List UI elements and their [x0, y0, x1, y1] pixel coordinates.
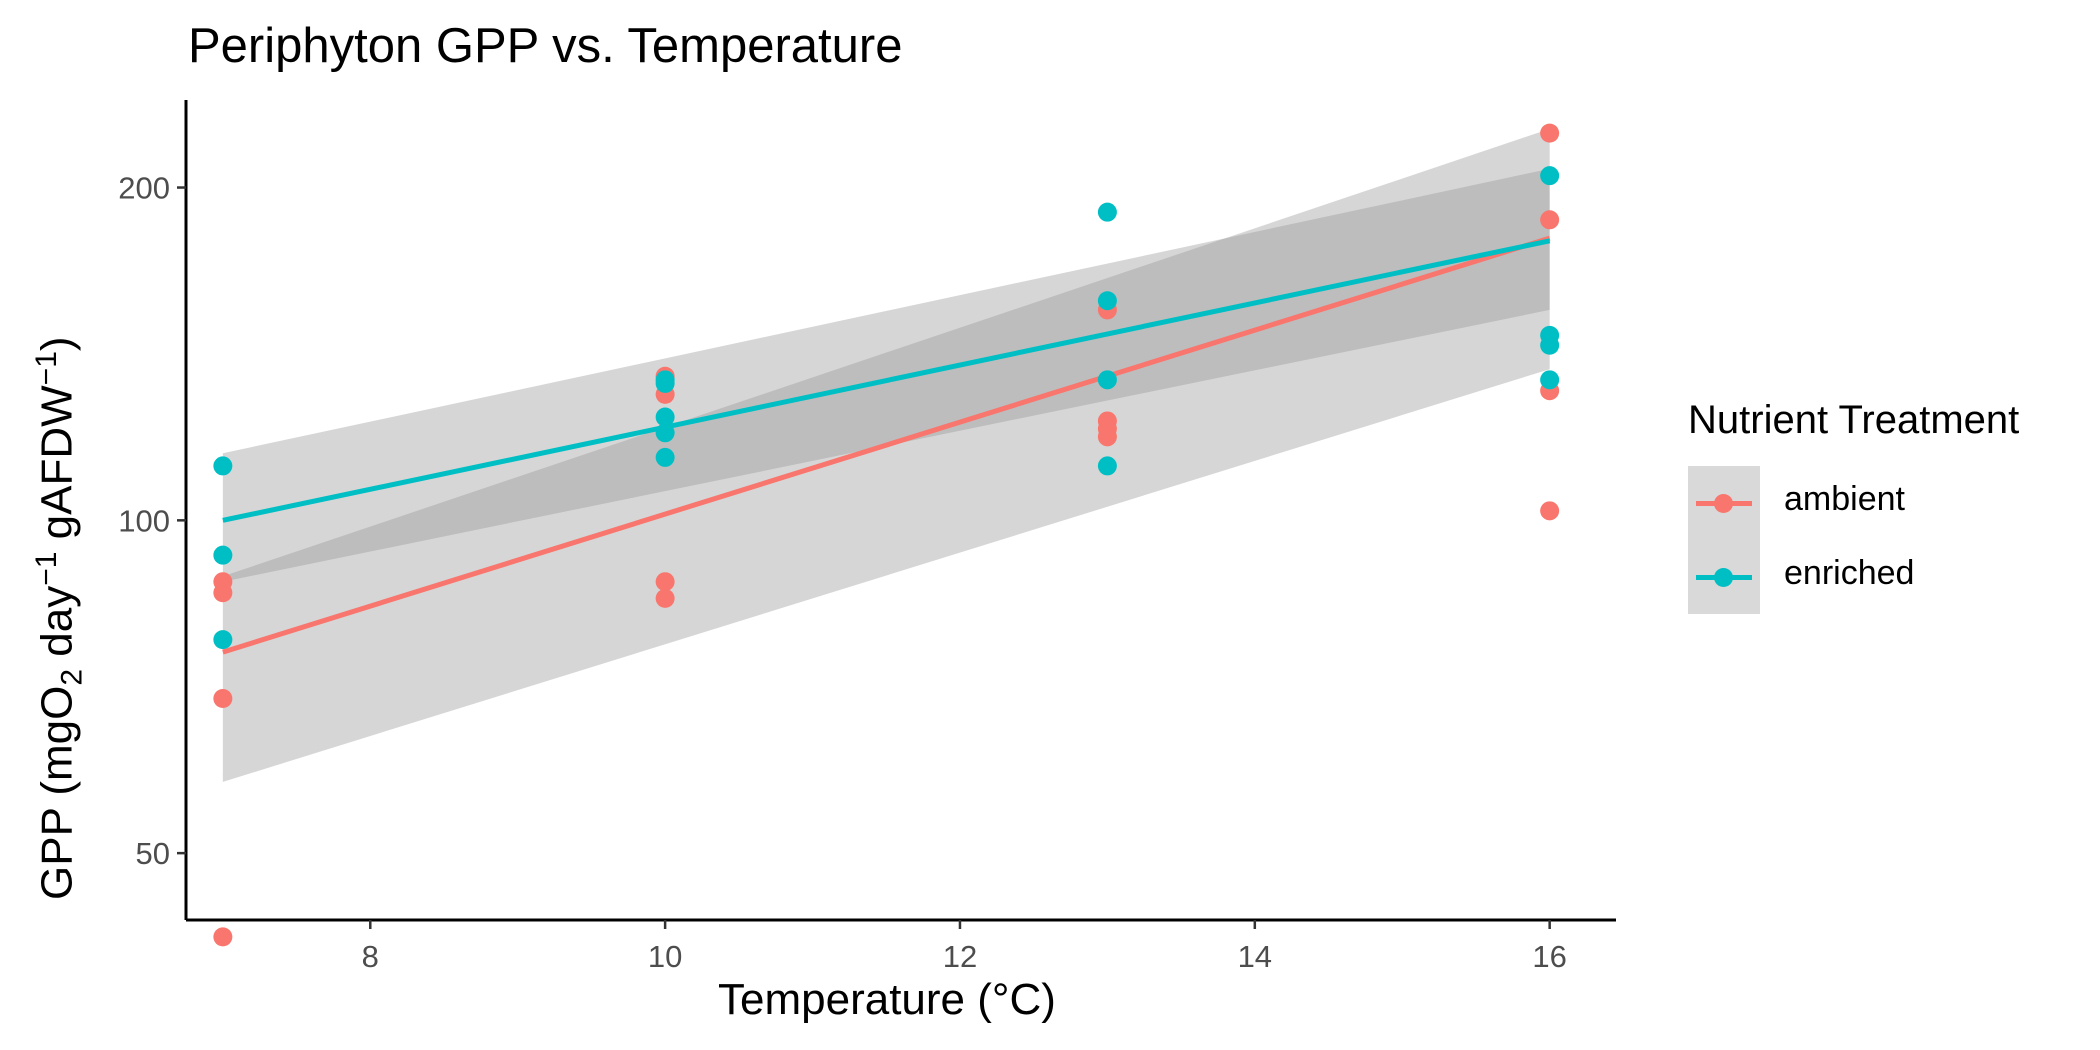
point-enriched: [655, 423, 675, 443]
chart-axes: [184, 100, 1616, 922]
x-tick-label: 8: [362, 939, 379, 974]
point-enriched: [1097, 291, 1117, 311]
point-enriched: [213, 545, 233, 565]
point-ambient: [1540, 210, 1560, 230]
x-tick-label: 12: [943, 939, 977, 974]
point-enriched: [1540, 325, 1560, 345]
point-ambient: [655, 588, 675, 608]
confidence-bands: [222, 128, 1550, 782]
legend-dot-enriched: [1714, 568, 1733, 587]
point-ambient: [1540, 501, 1560, 521]
legend-label-ambient: ambient: [1784, 480, 1905, 518]
legend-item-ambient: ambient: [1688, 466, 2088, 540]
x-axis-label: Temperature (°C): [718, 975, 1056, 1024]
y-tick-label: 100: [118, 503, 170, 538]
point-enriched: [213, 456, 233, 476]
fit-line-enriched: [222, 238, 1551, 523]
x-tick-label: 16: [1532, 939, 1566, 974]
chart-title: Periphyton GPP vs. Temperature: [188, 19, 903, 73]
chart-legend: Nutrient Treatment ambient enriched: [1688, 398, 2020, 614]
fit-lines: [222, 235, 1551, 655]
fit-line-ambient: [222, 235, 1551, 655]
y-tick-label: 50: [136, 836, 170, 871]
point-ambient: [655, 572, 675, 592]
ci-band-enriched: [222, 168, 1550, 582]
legend-label-enriched: enriched: [1784, 554, 1915, 592]
point-ambient: [213, 688, 233, 708]
x-tick-label: 14: [1238, 939, 1272, 974]
point-ambient: [213, 927, 233, 947]
point-enriched: [655, 407, 675, 427]
point-ambient: [213, 572, 233, 592]
ci-band-ambient: [222, 128, 1550, 782]
point-enriched: [1540, 166, 1560, 186]
point-enriched: [1097, 456, 1117, 476]
legend-item-enriched: enriched: [1688, 540, 2088, 614]
legend-title: Nutrient Treatment: [1688, 398, 2020, 442]
point-ambient: [1097, 411, 1117, 431]
x-axis-ticks: 8 10 12 14 16: [362, 920, 1567, 974]
point-enriched: [655, 370, 675, 390]
y-tick-label: 200: [118, 171, 170, 206]
data-points: [213, 123, 1560, 947]
point-enriched: [1540, 370, 1560, 390]
point-enriched: [1097, 370, 1117, 390]
point-enriched: [213, 630, 233, 650]
point-enriched: [655, 447, 675, 467]
x-tick-label: 10: [648, 939, 682, 974]
legend-dot-ambient: [1714, 494, 1733, 513]
y-axis-ticks: 50 100 200: [118, 171, 186, 871]
point-ambient: [1540, 123, 1560, 143]
legend-key-background: [1688, 466, 1760, 614]
point-enriched: [1097, 202, 1117, 222]
y-axis-label: GPP (mgO2 day−1 gAFDW−1): [30, 336, 89, 900]
